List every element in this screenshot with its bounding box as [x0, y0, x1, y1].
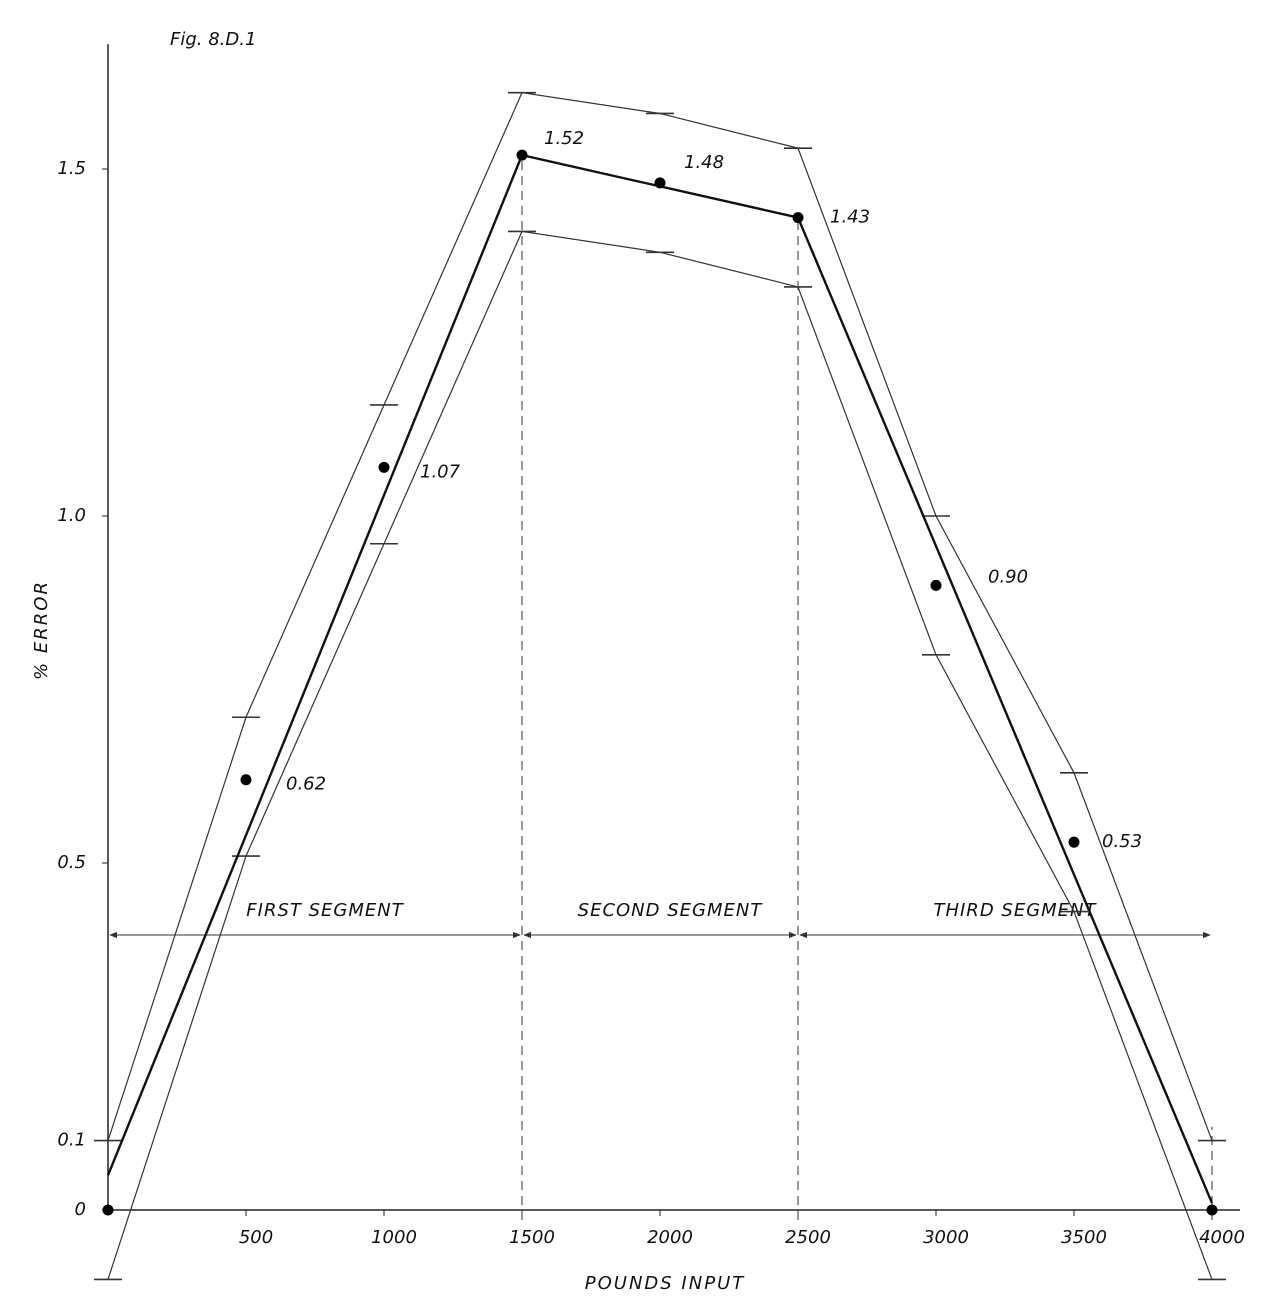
data-point	[1068, 836, 1080, 848]
x-tick-label: 1000	[371, 1227, 417, 1248]
x-tick-label: 2000	[647, 1227, 693, 1248]
value-label: 0.62	[286, 774, 326, 795]
value-label: 1.43	[830, 207, 870, 228]
data-point	[378, 461, 390, 473]
value-label: 1.52	[544, 128, 584, 149]
value-label: 0.90	[988, 566, 1028, 587]
y-tick-label: 1.0	[57, 505, 86, 526]
segment-label: THIRD SEGMENT	[933, 900, 1097, 921]
fit-line	[106, 153, 1214, 1204]
value-label: 1.07	[420, 461, 461, 482]
data-point	[1206, 1204, 1218, 1216]
value-label: 0.53	[1102, 831, 1142, 852]
y-tick-label: 0.5	[57, 852, 86, 873]
y-axis-label: % ERROR	[31, 580, 52, 680]
x-tick-label: 2500	[785, 1227, 831, 1248]
data-point	[516, 149, 528, 161]
x-tick-label: 4000	[1199, 1227, 1245, 1248]
error-band	[107, 91, 1213, 1141]
y-tick-label: 0.1	[57, 1130, 86, 1151]
x-tick-label: 1500	[509, 1227, 555, 1248]
data-point	[792, 212, 804, 224]
x-tick-label: 500	[239, 1227, 273, 1248]
segment-label: SECOND SEGMENT	[578, 900, 764, 921]
data-point	[654, 177, 666, 189]
data-point	[240, 774, 252, 786]
data-point	[102, 1204, 114, 1216]
segment-label: FIRST SEGMENT	[246, 900, 404, 921]
x-tick-label: 3000	[923, 1227, 969, 1248]
value-label: 1.48	[684, 152, 724, 173]
y-tick-label: 0	[75, 1199, 86, 1220]
error-band	[107, 230, 1213, 1280]
x-axis-label: POUNDS INPUT	[585, 1273, 745, 1294]
chart-title: Fig. 8.D.1	[170, 29, 256, 50]
y-tick-label: 1.5	[57, 158, 86, 179]
data-point	[930, 579, 942, 591]
x-tick-label: 3500	[1061, 1227, 1107, 1248]
